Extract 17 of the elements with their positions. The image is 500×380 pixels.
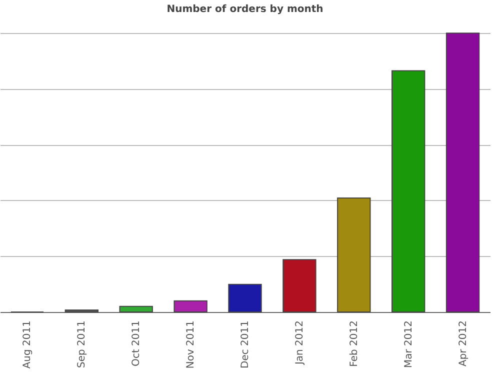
x-tick-label: Dec 2011 xyxy=(240,320,251,368)
x-tick-label: Aug 2011 xyxy=(22,320,34,369)
x-tick-label: Feb 2012 xyxy=(348,320,360,367)
x-tick-label: Jan 2012 xyxy=(294,320,306,366)
bar xyxy=(228,284,262,312)
bar xyxy=(119,306,153,312)
x-tick-label: Mar 2012 xyxy=(403,320,414,368)
x-tick-label: Apr 2012 xyxy=(458,320,469,366)
x-tick-label: Nov 2011 xyxy=(186,320,197,369)
bar xyxy=(392,70,426,312)
bar xyxy=(174,300,208,312)
bar xyxy=(337,197,371,312)
bar xyxy=(446,32,480,312)
x-tick-label: Sep 2011 xyxy=(76,320,88,368)
chart-title: Number of orders by month xyxy=(166,4,324,15)
bar xyxy=(282,259,316,312)
x-tick-label: Oct 2011 xyxy=(131,320,142,366)
